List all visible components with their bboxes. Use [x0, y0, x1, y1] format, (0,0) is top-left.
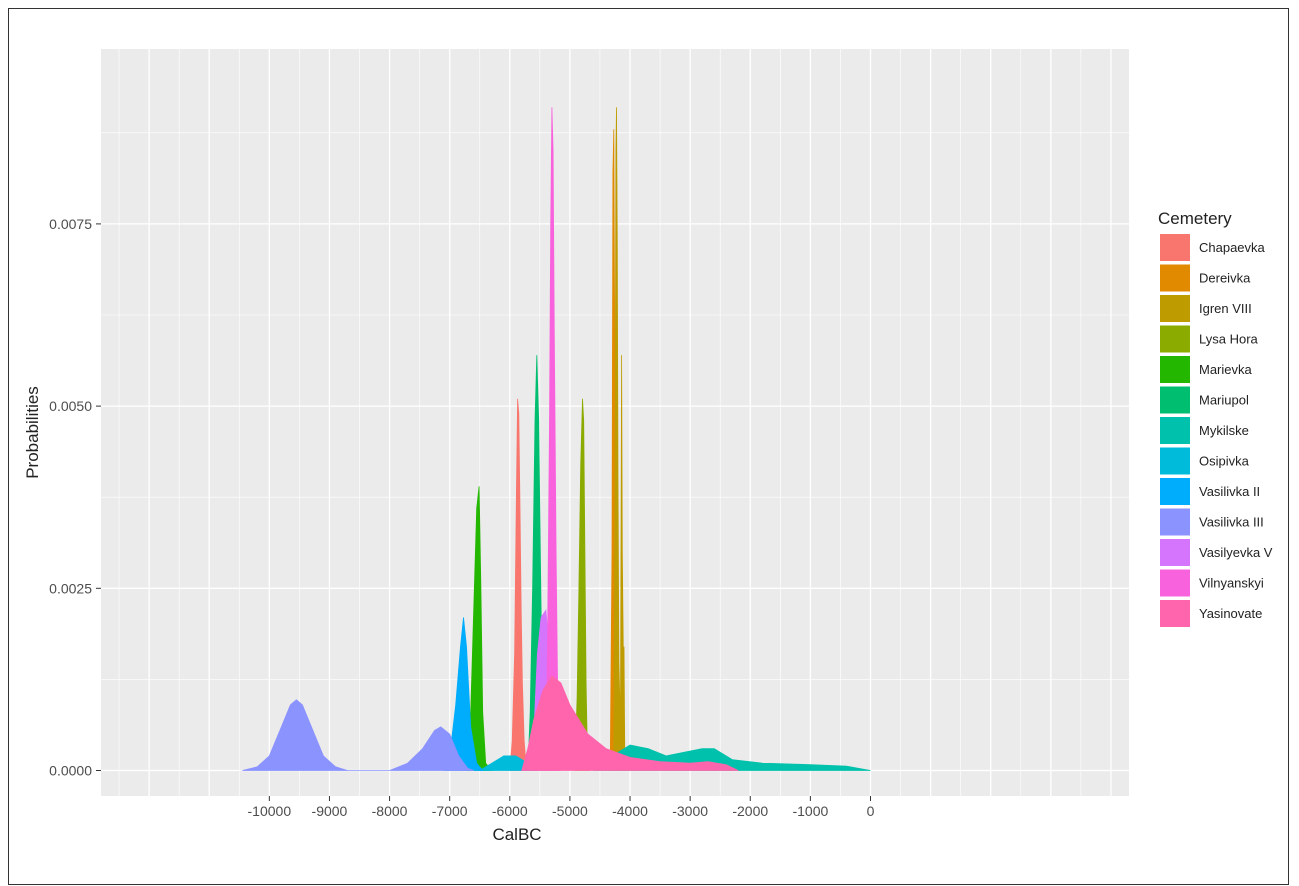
series-areas	[242, 107, 871, 771]
x-tick-label: -5000	[552, 803, 588, 819]
legend-key	[1160, 325, 1190, 353]
area-vasilivka-ii	[443, 617, 484, 771]
legend-label: Yasinovate	[1199, 606, 1262, 621]
legend-key	[1160, 539, 1190, 566]
area-igren-viii	[613, 107, 626, 771]
legend-label: Igren VIII	[1199, 301, 1252, 316]
y-axis-title: Probabilities	[23, 386, 42, 479]
legend-label: Mykilske	[1199, 423, 1249, 438]
legend-key	[1160, 508, 1190, 536]
x-tick-label: 0	[867, 803, 875, 819]
legend-key	[1160, 234, 1190, 261]
x-tick-label: -2000	[732, 803, 768, 819]
y-tick-label: 0.0025	[49, 580, 92, 596]
legend-label: Lysa Hora	[1199, 332, 1259, 347]
legend-key	[1160, 600, 1190, 627]
legend-key	[1160, 569, 1190, 597]
legend-key	[1160, 478, 1190, 505]
grid-lines	[101, 49, 1129, 796]
x-tick-label: -3000	[672, 803, 708, 819]
legend-label: Vasilivka III	[1199, 515, 1264, 530]
y-axis-ticks: 0.0000 0.0025 0.0050 0.0075	[49, 216, 101, 778]
legend-key	[1160, 447, 1190, 475]
legend-key	[1160, 295, 1190, 322]
area-yasinovate	[521, 675, 739, 771]
legend-label: Marievka	[1199, 362, 1253, 377]
legend-key	[1160, 386, 1190, 414]
figure-frame: -10000 -9000 -8000 -7000 -6000 -5000 -4000 -300…	[8, 8, 1289, 885]
y-tick-label: 0.0075	[49, 216, 92, 232]
legend-key	[1160, 417, 1190, 444]
y-tick-label: 0.0050	[49, 398, 92, 414]
x-axis-title: CalBC	[492, 825, 541, 844]
x-tick-label: -7000	[432, 803, 468, 819]
x-tick-label: -4000	[612, 803, 648, 819]
area-vasilivka-iii	[242, 699, 474, 771]
legend-key	[1160, 356, 1190, 383]
legend-label: Dereivka	[1199, 271, 1251, 286]
legend-key	[1160, 264, 1190, 292]
legend-label: Osipivka	[1199, 454, 1250, 469]
x-tick-label: -9000	[312, 803, 348, 819]
density-chart: -10000 -9000 -8000 -7000 -6000 -5000 -4000 -300…	[23, 49, 1273, 844]
x-tick-label: -10000	[248, 803, 292, 819]
x-tick-label: -1000	[792, 803, 828, 819]
area-chapaevka	[509, 398, 528, 771]
legend: Cemetery Chapaevka Dereivka Igren VIII Lysa…	[1158, 209, 1273, 627]
legend-label: Mariupol	[1199, 393, 1249, 408]
x-tick-label: -8000	[372, 803, 408, 819]
legend-label: Vasilivka II	[1199, 484, 1260, 499]
y-tick-label: 0.0000	[49, 762, 92, 778]
x-axis-ticks: -10000 -9000 -8000 -7000 -6000 -5000 -4000 -300…	[248, 796, 875, 819]
legend-label: Vasilyevka V	[1199, 545, 1273, 560]
legend-title: Cemetery	[1158, 209, 1232, 228]
legend-label: Chapaevka	[1199, 240, 1266, 255]
x-tick-label: -6000	[492, 803, 528, 819]
legend-label: Vilnyanskyi	[1199, 576, 1264, 591]
